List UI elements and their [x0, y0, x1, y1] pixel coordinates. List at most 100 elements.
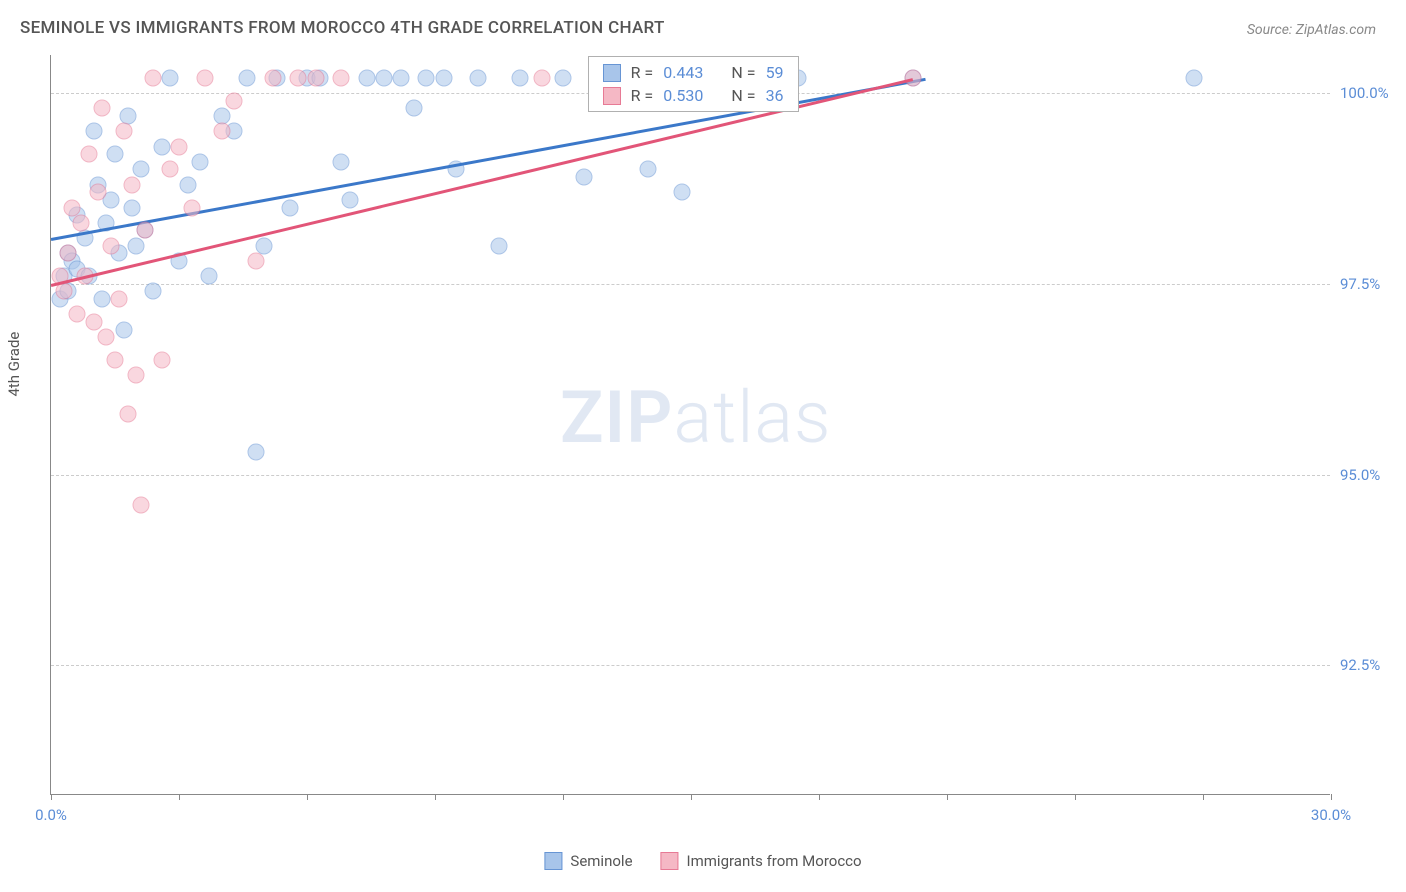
scatter-point [85, 314, 102, 331]
scatter-point [358, 69, 375, 86]
scatter-point [247, 252, 264, 269]
chart-title: SEMINOLE VS IMMIGRANTS FROM MOROCCO 4TH … [20, 18, 665, 38]
scatter-point [256, 237, 273, 254]
scatter-point [375, 69, 392, 86]
stat-r-value: 0.530 [663, 86, 703, 105]
scatter-point [153, 352, 170, 369]
scatter-point [68, 306, 85, 323]
scatter-point [196, 69, 213, 86]
legend-swatch [603, 64, 621, 82]
legend-swatch [661, 852, 679, 870]
stat-n-label: N = [731, 63, 755, 82]
scatter-point [640, 161, 657, 178]
x-tick [1075, 794, 1076, 800]
scatter-point [674, 184, 691, 201]
stat-n-value: 36 [766, 86, 784, 105]
scatter-point [192, 153, 209, 170]
scatter-point [81, 146, 98, 163]
legend-swatch [603, 87, 621, 105]
x-tick [307, 794, 308, 800]
x-tick [947, 794, 948, 800]
x-tick [691, 794, 692, 800]
scatter-point [162, 161, 179, 178]
scatter-point [55, 283, 72, 300]
x-tick [51, 794, 52, 800]
scatter-point [179, 176, 196, 193]
source-label: Source: ZipAtlas.com [1247, 22, 1376, 38]
scatter-point [60, 245, 77, 262]
scatter-point [533, 69, 550, 86]
scatter-point [576, 169, 593, 186]
scatter-point [405, 100, 422, 117]
scatter-point [512, 69, 529, 86]
scatter-point [115, 321, 132, 338]
scatter-point [281, 199, 298, 216]
y-tick-label: 95.0% [1340, 466, 1406, 484]
scatter-point [107, 146, 124, 163]
scatter-point [264, 69, 281, 86]
scatter-point [392, 69, 409, 86]
scatter-point [145, 69, 162, 86]
stat-n-value: 59 [766, 63, 784, 82]
scatter-point [128, 237, 145, 254]
scatter-point [128, 367, 145, 384]
y-axis-title: 4th Grade [5, 332, 23, 397]
gridline-h [51, 284, 1330, 285]
legend-item: Seminole [544, 852, 632, 870]
scatter-point [469, 69, 486, 86]
x-tick [1203, 794, 1204, 800]
stats-legend-row: R =0.443N =59 [589, 61, 798, 84]
y-tick-label: 100.0% [1340, 84, 1406, 102]
scatter-point [290, 69, 307, 86]
scatter-point [115, 123, 132, 140]
x-tick [435, 794, 436, 800]
x-tick [819, 794, 820, 800]
x-tick-label: 0.0% [35, 806, 67, 824]
scatter-point [145, 283, 162, 300]
scatter-point [1186, 69, 1203, 86]
scatter-point [333, 69, 350, 86]
scatter-point [132, 497, 149, 514]
scatter-point [555, 69, 572, 86]
scatter-point [341, 191, 358, 208]
gridline-h [51, 665, 1330, 666]
legend-item: Immigrants from Morocco [661, 852, 862, 870]
scatter-point [435, 69, 452, 86]
scatter-point [94, 291, 111, 308]
scatter-point [200, 268, 217, 285]
scatter-point [162, 69, 179, 86]
scatter-point [98, 329, 115, 346]
scatter-point [307, 69, 324, 86]
scatter-point [102, 237, 119, 254]
scatter-point [132, 161, 149, 178]
scatter-point [136, 222, 153, 239]
scatter-point [89, 184, 106, 201]
x-tick-label: 30.0% [1311, 806, 1351, 824]
gridline-h [51, 475, 1330, 476]
stats-legend-row: R = 0.530 N = 36 [589, 84, 798, 107]
scatter-point [239, 69, 256, 86]
x-tick [1331, 794, 1332, 800]
x-tick [563, 794, 564, 800]
scatter-point [85, 123, 102, 140]
scatter-point [213, 123, 230, 140]
scatter-point [72, 214, 89, 231]
stat-r-value: 0.443 [663, 63, 703, 82]
scatter-point [124, 176, 141, 193]
scatter-point [124, 199, 141, 216]
scatter-point [119, 405, 136, 422]
stats-legend: R = 0.443 N = 59 R = 0.530 N = 36 [588, 56, 799, 112]
scatter-point [107, 352, 124, 369]
legend-bottom: Seminole Immigrants from Morocco [544, 852, 861, 870]
scatter-point [171, 138, 188, 155]
scatter-point [491, 237, 508, 254]
x-tick [179, 794, 180, 800]
scatter-point [226, 92, 243, 109]
plot-area: 92.5%95.0%97.5%100.0%0.0%30.0% [50, 55, 1330, 795]
stat-r-label: R = [631, 86, 654, 105]
scatter-point [183, 199, 200, 216]
legend-swatch [544, 852, 562, 870]
scatter-point [333, 153, 350, 170]
scatter-point [418, 69, 435, 86]
stat-n-label: N = [731, 86, 755, 105]
